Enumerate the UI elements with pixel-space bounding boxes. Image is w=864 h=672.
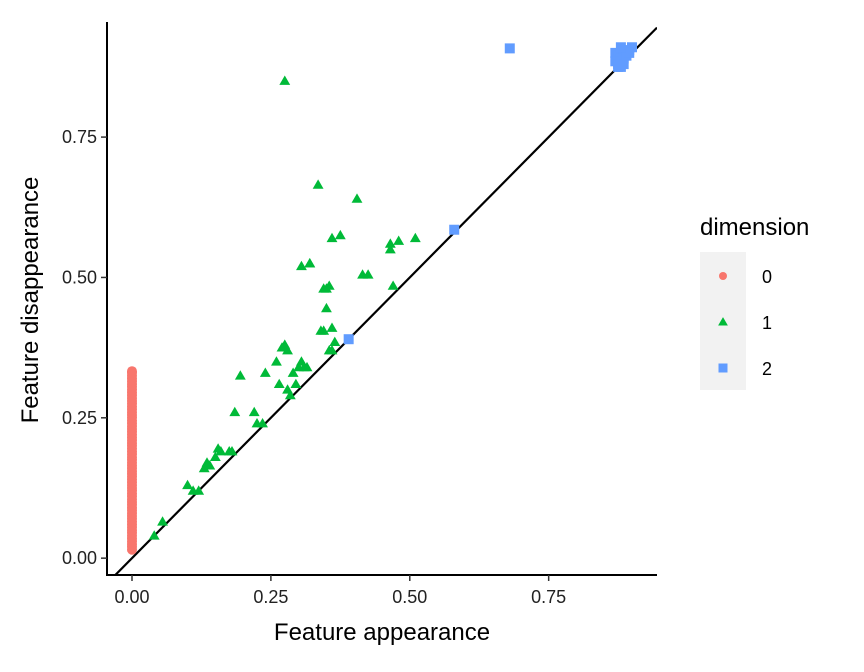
y-tick-label: 0.00 — [62, 548, 97, 568]
point-dimension-1 — [157, 516, 168, 526]
point-dimension-2 — [627, 42, 637, 53]
plot-area — [114, 26, 657, 575]
point-dimension-1 — [259, 367, 271, 377]
point-dimension-1 — [323, 280, 335, 290]
point-dimension-2 — [343, 334, 354, 345]
point-dimension-1 — [257, 417, 268, 428]
point-dimension-1 — [384, 243, 396, 254]
y-tick-label: 0.25 — [62, 408, 97, 428]
series-dimension-0 — [127, 366, 137, 555]
point-dimension-2 — [449, 224, 460, 235]
point-dimension-1 — [215, 446, 227, 456]
point-dimension-1 — [323, 345, 335, 355]
point-dimension-1 — [182, 479, 193, 490]
point-dimension-1 — [329, 336, 341, 346]
identity-reference-line — [114, 26, 657, 575]
point-dimension-1 — [193, 485, 205, 495]
y-tick-label: 0.75 — [62, 127, 97, 147]
point-dimension-0 — [127, 366, 137, 377]
point-dimension-1 — [393, 235, 405, 245]
legend-label-0: 0 — [762, 267, 772, 287]
point-dimension-2 — [504, 43, 515, 54]
point-dimension-1 — [409, 232, 421, 243]
point-dimension-1 — [301, 361, 313, 372]
x-tick-label: 0.50 — [392, 587, 427, 607]
y-axis-title: Feature disappearance — [17, 177, 44, 424]
point-dimension-1 — [248, 406, 260, 417]
point-dimension-1 — [326, 232, 338, 243]
axes: 0.00 0.25 0.50 0.75 0.00 0.25 0.50 0.75 — [62, 22, 657, 607]
point-dimension-1 — [384, 238, 396, 248]
point-dimension-2 — [615, 42, 626, 53]
point-dimension-1 — [362, 269, 374, 279]
series-dimension-2 — [343, 42, 637, 345]
legend-key-0 — [719, 272, 727, 280]
point-dimension-1 — [334, 229, 346, 240]
point-dimension-1 — [296, 260, 307, 271]
x-tick-label: 0.00 — [114, 587, 149, 607]
point-dimension-1 — [209, 451, 221, 462]
x-tick-label: 0.75 — [531, 587, 566, 607]
x-axis-title: Feature appearance — [274, 619, 490, 646]
legend-key-1 — [718, 317, 728, 326]
point-dimension-1 — [318, 325, 330, 335]
point-dimension-1 — [326, 322, 338, 332]
point-dimension-1 — [198, 462, 210, 473]
point-dimension-1 — [271, 356, 282, 366]
point-dimension-2 — [618, 59, 629, 70]
legend-key-2 — [718, 363, 728, 373]
point-dimension-1 — [287, 367, 299, 377]
point-dimension-1 — [304, 257, 316, 268]
point-dimension-1 — [148, 530, 160, 540]
point-dimension-1 — [284, 389, 296, 400]
x-tick-label: 0.25 — [253, 587, 288, 607]
point-dimension-1 — [290, 378, 302, 389]
point-dimension-1 — [312, 179, 324, 189]
point-dimension-1 — [282, 345, 293, 355]
legend-label-1: 1 — [762, 313, 772, 333]
point-dimension-1 — [321, 302, 332, 313]
point-dimension-1 — [229, 406, 241, 417]
point-dimension-1 — [279, 75, 291, 85]
point-dimension-1 — [234, 370, 246, 380]
point-dimension-2 — [613, 61, 624, 72]
point-dimension-1 — [204, 460, 216, 470]
point-dimension-1 — [226, 446, 238, 456]
legend-title: dimension — [700, 214, 809, 241]
y-tick-label: 0.50 — [62, 267, 97, 287]
legend-label-2: 2 — [762, 359, 772, 379]
series-dimension-1 — [148, 75, 421, 540]
point-dimension-1 — [351, 193, 363, 203]
point-dimension-1 — [387, 280, 399, 290]
point-dimension-1 — [273, 378, 285, 389]
point-dimension-2 — [624, 47, 635, 58]
legend: dimension 0 1 2 — [700, 214, 809, 390]
